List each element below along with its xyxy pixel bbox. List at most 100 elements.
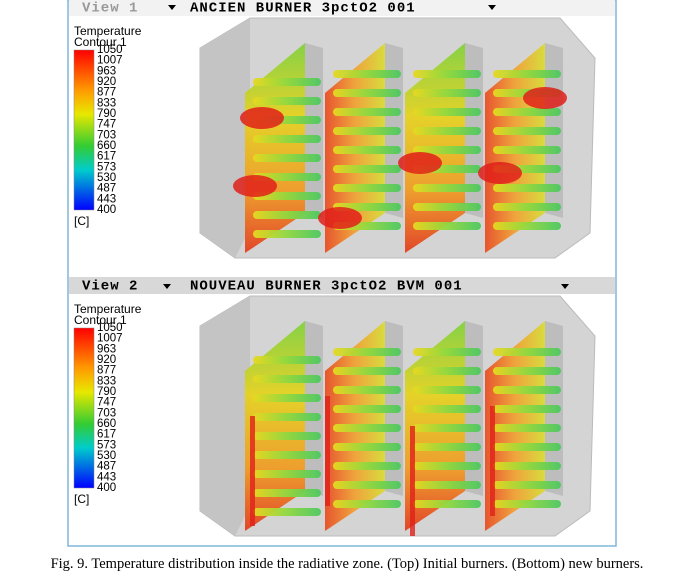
- tube: [253, 154, 321, 162]
- color-bar: [73, 49, 95, 211]
- tube: [413, 108, 481, 116]
- header-bar: [69, 277, 615, 294]
- legend-tick-label: 790: [97, 108, 116, 120]
- tube: [493, 386, 561, 394]
- render: [199, 295, 596, 537]
- header-bar: [69, 0, 615, 16]
- dropdown-icon: [168, 5, 176, 10]
- legend-tick-label: 617: [97, 151, 116, 163]
- tube: [333, 108, 401, 116]
- tube: [493, 424, 561, 432]
- legend-tick-label: 530: [97, 172, 116, 184]
- tube: [413, 405, 481, 413]
- tube: [413, 462, 481, 470]
- caption: Fig. 9. Temperature distribution inside …: [50, 556, 644, 572]
- hot-edge: [490, 406, 495, 516]
- tube: [413, 89, 481, 97]
- hot-spot: [523, 87, 567, 109]
- tube: [253, 413, 321, 421]
- tube: [253, 97, 321, 105]
- tube: [493, 70, 561, 78]
- legend-tick-label: 920: [97, 76, 116, 88]
- tube: [493, 367, 561, 375]
- tube: [333, 348, 401, 356]
- tube: [413, 70, 481, 78]
- legend-tick-label: 443: [97, 471, 116, 483]
- legend-tick-label: 1050: [97, 44, 123, 56]
- legend-tick-label: 617: [97, 429, 116, 441]
- view-label: View 1: [82, 1, 138, 17]
- render: [199, 17, 596, 259]
- tube: [253, 432, 321, 440]
- slab: [245, 321, 305, 531]
- hot-spot: [398, 152, 442, 174]
- legend-tick-label: 660: [97, 140, 116, 152]
- tube: [413, 127, 481, 135]
- furnace-wall: [200, 296, 250, 536]
- legend-tick-label: 703: [97, 407, 116, 419]
- tube: [413, 146, 481, 154]
- legend-tick-label: 660: [97, 418, 116, 430]
- tube: [253, 78, 321, 86]
- tube: [333, 386, 401, 394]
- legend-unit: [C]: [74, 492, 89, 506]
- tube: [253, 230, 321, 238]
- legend-subtitle: Contour 1: [74, 313, 127, 327]
- tube: [333, 443, 401, 451]
- dropdown-icon: [163, 284, 171, 289]
- tube: [413, 203, 481, 211]
- tube: [493, 500, 561, 508]
- tube: [253, 508, 321, 516]
- view-title: NOUVEAU BURNER 3pctO2 BVM 001: [190, 279, 463, 295]
- legend-tick-label: 1007: [97, 333, 123, 345]
- tube: [493, 184, 561, 192]
- tube: [333, 462, 401, 470]
- legend-tick-label: 703: [97, 129, 116, 141]
- tube: [333, 70, 401, 78]
- tube: [413, 367, 481, 375]
- tube: [493, 405, 561, 413]
- tube: [333, 89, 401, 97]
- legend-title: Temperature: [74, 24, 142, 38]
- tube: [493, 462, 561, 470]
- tube: [333, 165, 401, 173]
- dropdown-icon: [561, 284, 569, 289]
- view-title: ANCIEN BURNER 3pctO2 001: [190, 1, 416, 17]
- legend-tick-label: 833: [97, 375, 116, 387]
- legend-tick-label: 747: [97, 119, 116, 131]
- tube: [253, 135, 321, 143]
- dropdown-icon: [488, 5, 496, 10]
- tube: [493, 481, 561, 489]
- hot-edge: [325, 396, 330, 506]
- legend-tick-label: 833: [97, 97, 116, 109]
- legend-unit: [C]: [74, 214, 89, 228]
- view-label: View 2: [82, 279, 138, 295]
- tube: [333, 500, 401, 508]
- legend-tick-label: 877: [97, 87, 116, 99]
- legend-tick-label: 963: [97, 343, 116, 355]
- tube: [493, 146, 561, 154]
- legend-tick-label: 487: [97, 183, 116, 195]
- legend-tick-label: 790: [97, 386, 116, 398]
- legend-tick-label: 920: [97, 354, 116, 366]
- legend-tick-label: 530: [97, 450, 116, 462]
- tube: [493, 127, 561, 135]
- hot-spot: [478, 162, 522, 184]
- color-bar: [73, 327, 95, 489]
- furnace-wall: [200, 18, 250, 258]
- legend-tick-label: 1050: [97, 322, 123, 334]
- tube: [413, 184, 481, 192]
- legend-tick-label: 963: [97, 65, 116, 77]
- legend-tick-label: 400: [97, 482, 116, 494]
- legend-tick-label: 573: [97, 161, 116, 173]
- legend-tick-label: 573: [97, 439, 116, 451]
- tube: [333, 127, 401, 135]
- tube: [333, 405, 401, 413]
- legend-title: Temperature: [74, 302, 142, 316]
- tube: [253, 211, 321, 219]
- slab: [245, 43, 305, 253]
- legend-tick-label: 747: [97, 397, 116, 409]
- slab-side: [305, 321, 323, 496]
- hot-spot: [240, 107, 284, 129]
